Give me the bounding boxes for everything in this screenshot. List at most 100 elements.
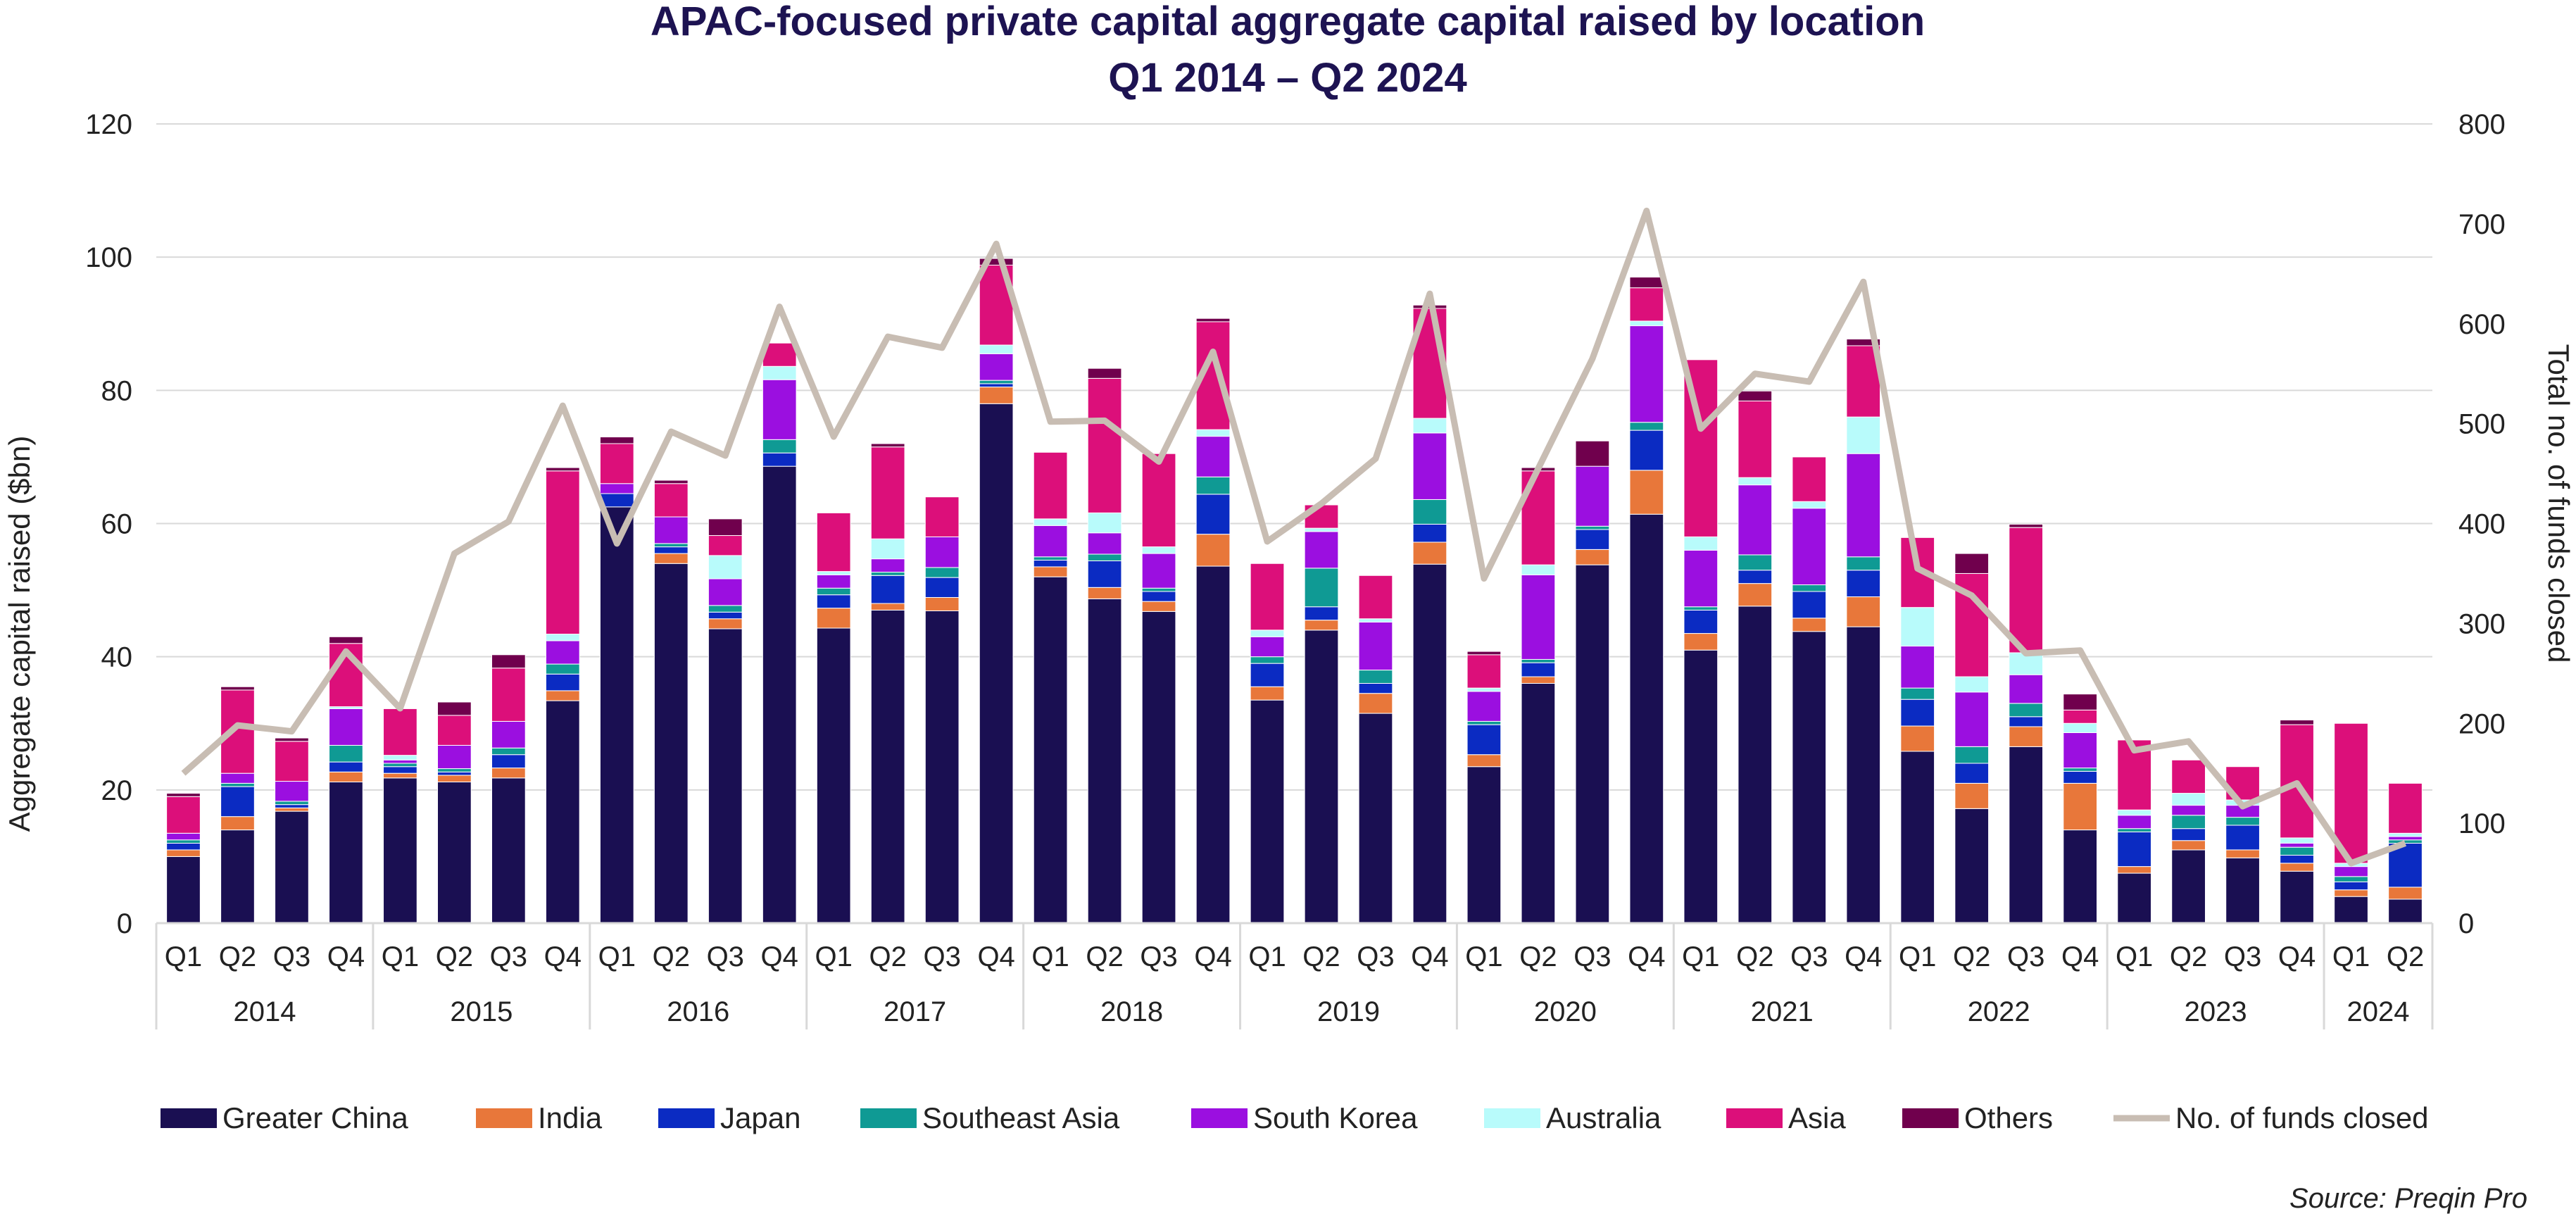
legend-item: Southeast Asia [860, 1101, 1120, 1134]
bar-segment-greater-china [1575, 564, 1610, 924]
bar-segment-others [1466, 651, 1502, 656]
bar-segment-greater-china [1846, 626, 1881, 924]
x-tick-label-quarter: Q2 [1736, 941, 1773, 972]
bar-segment-japan [1575, 529, 1610, 550]
bar-segment-southeast-asia [1738, 554, 1773, 571]
bar-segment-greater-china [491, 777, 526, 924]
x-tick-label-quarter: Q4 [2278, 941, 2316, 972]
y2-tick-label: 100 [2458, 808, 2506, 839]
bar-segment-india [1466, 754, 1502, 768]
legend-swatch [476, 1108, 532, 1128]
x-tick-label-quarter: Q1 [598, 941, 636, 972]
bar-segment-india [1954, 782, 1990, 809]
x-tick-label-year: 2020 [1534, 996, 1597, 1027]
bar-segment-australia [1521, 564, 1556, 575]
bar-segment-others [1846, 339, 1881, 346]
bar-segment-asia [1358, 575, 1393, 620]
bar-segment-greater-china [2171, 849, 2206, 924]
x-tick-label-quarter: Q1 [1031, 941, 1069, 972]
x-tick-label-quarter: Q4 [2061, 941, 2099, 972]
bar-segment-greater-china [924, 610, 960, 924]
bar-segment-india [816, 608, 851, 629]
bar-segment-greater-china [275, 810, 309, 924]
bar-segment-japan [1141, 591, 1176, 602]
bar-segment-japan [708, 611, 743, 620]
bar-segment-india [2388, 887, 2423, 900]
bar-segment-japan [653, 546, 689, 554]
x-tick-label-quarter: Q2 [436, 941, 473, 972]
bar-segment-south-korea [1141, 553, 1176, 589]
bar-stack [1141, 453, 1176, 924]
x-tick-label-year: 2021 [1751, 996, 1814, 1027]
bar-segment-southeast-asia [1575, 525, 1610, 530]
bar-segment-south-korea [437, 744, 472, 770]
bar-segment-others [545, 467, 580, 472]
x-tick-label-quarter: Q4 [761, 941, 798, 972]
bar-stack [1846, 339, 1881, 924]
bar-segment-asia [1738, 400, 1773, 478]
bar-segment-south-korea [2280, 843, 2314, 848]
bar-segment-japan [2280, 855, 2314, 864]
bar-segment-india [1846, 596, 1881, 627]
bar-segment-india [2225, 849, 2260, 858]
bar-segment-asia [1466, 654, 1502, 689]
bar-segment-greater-china [708, 628, 743, 924]
chart-title: APAC-focused private capital aggregate c… [651, 0, 1925, 44]
bar-segment-south-korea [653, 516, 689, 544]
bar-segment-south-korea [762, 379, 797, 440]
bar-stack [2280, 720, 2314, 924]
x-tick-label-quarter: Q1 [2332, 941, 2370, 972]
bar-segment-india [2117, 866, 2151, 874]
y2-tick-label: 500 [2458, 409, 2506, 440]
bar-segment-others [1575, 440, 1610, 467]
x-tick-label-quarter: Q4 [327, 941, 365, 972]
bar-segment-asia [2171, 759, 2206, 794]
bar-stack [329, 636, 363, 924]
bar-stack [762, 342, 797, 924]
x-tick-label-year: 2023 [2185, 996, 2247, 1027]
bar-segment-south-korea [1250, 636, 1285, 658]
legend-swatch [1902, 1108, 1959, 1128]
bar-segment-south-korea [979, 353, 1014, 381]
bar-segment-india [437, 775, 472, 782]
bar-segment-south-korea [1683, 549, 1719, 608]
bar-stack [1683, 359, 1719, 924]
bar-segment-south-korea [1629, 325, 1664, 423]
bar-segment-japan [2117, 831, 2151, 868]
bar-segment-asia [2334, 722, 2368, 864]
bar-segment-greater-china [1412, 563, 1447, 924]
bar-segment-others [979, 258, 1014, 266]
bar-segment-india [2063, 782, 2098, 831]
bar-stack [2334, 722, 2368, 924]
bar-segment-india [1900, 725, 1935, 752]
x-tick-label-quarter: Q4 [544, 941, 582, 972]
bar-segment-japan [275, 804, 309, 808]
x-tick-label-quarter: Q2 [1086, 941, 1123, 972]
bar-segment-japan [870, 575, 905, 604]
bar-segment-australia [2063, 722, 2098, 733]
x-tick-label-quarter: Q4 [1628, 941, 1665, 972]
bar-segment-south-korea [2117, 815, 2151, 829]
y-tick-label: 100 [85, 242, 132, 273]
legend-item: Others [1902, 1101, 2053, 1134]
bar-stack [1629, 277, 1664, 924]
bar-segment-greater-china [1195, 565, 1231, 924]
bar-stack [1792, 456, 1827, 924]
bar-segment-southeast-asia [1900, 687, 1935, 700]
bar-segment-others [329, 636, 363, 644]
bar-segment-south-korea [2388, 836, 2423, 841]
bar-segment-india [329, 771, 363, 782]
bar-segment-southeast-asia [1792, 584, 1827, 592]
bar-segment-india [383, 772, 417, 779]
y2-tick-label: 0 [2458, 908, 2474, 939]
bar-segment-southeast-asia [979, 380, 1014, 384]
bar-segment-others [1195, 318, 1231, 323]
bar-segment-greater-china [979, 403, 1014, 924]
bar-segment-south-korea [1195, 436, 1231, 477]
bar-segment-japan [1683, 609, 1719, 634]
bar-stack [2009, 523, 2044, 924]
x-tick-label-quarter: Q3 [1140, 941, 1177, 972]
bar-segment-southeast-asia [2388, 839, 2423, 844]
bar-stack [1087, 368, 1122, 924]
